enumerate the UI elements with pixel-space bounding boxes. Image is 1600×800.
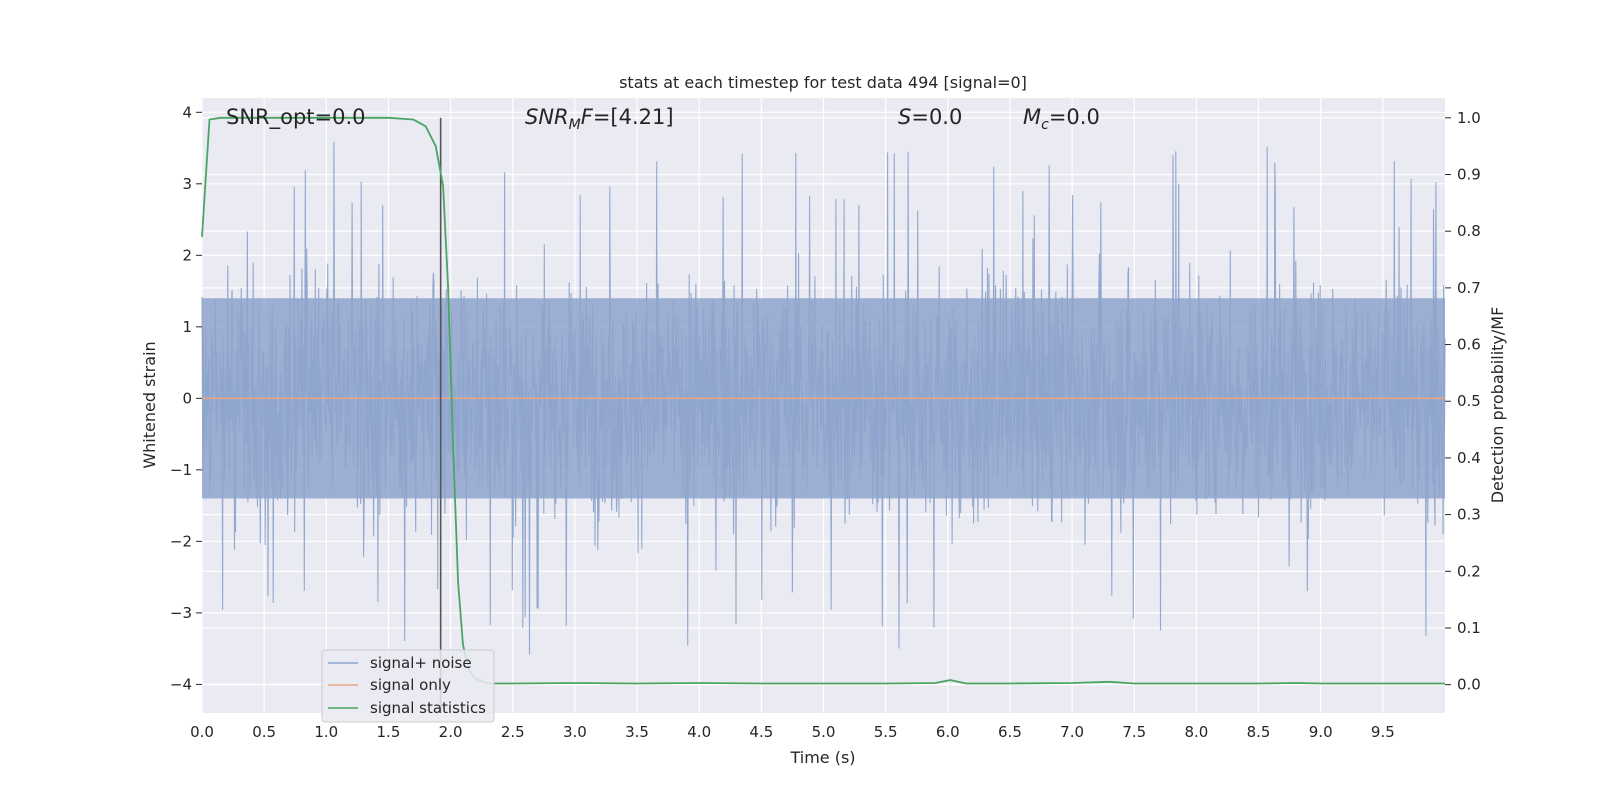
annotation-snr-mf: SNRMF=[4.21] [525,105,674,133]
x-axis-title: Time (s) [789,748,855,767]
annotation-snr-mf-var2: F [581,105,594,129]
y-tick-label: 4 [182,103,192,121]
y2-tick-label: 0.3 [1457,506,1481,524]
x-tick-label: 9.5 [1371,723,1395,741]
x-tick-label: 8.0 [1184,723,1208,741]
x-tick-label: 5.5 [874,723,898,741]
x-tick-label: 6.0 [936,723,960,741]
x-tick-label: 0.5 [252,723,276,741]
y-tick-label: −2 [170,532,192,550]
y2-tick-label: 0.9 [1457,166,1481,184]
x-tick-label: 3.5 [625,723,649,741]
x-tick-label: 7.0 [1060,723,1084,741]
legend-label-signal-only: signal only [370,676,451,694]
x-tick-label: 8.5 [1247,723,1271,741]
y2-tick-label: 0.5 [1457,392,1481,410]
y2-tick-label: 0.8 [1457,222,1481,240]
annotation-s: S=0.0 [898,105,962,129]
y2-tick-label: 0.4 [1457,449,1481,467]
legend-label-signal-noise: signal+ noise [370,654,472,672]
annotation-mc-value: =0.0 [1049,105,1100,129]
y2-tick-label: 1.0 [1457,109,1481,127]
x-tick-label: 1.5 [377,723,401,741]
x-tick-label: 2.0 [439,723,463,741]
y2-tick-label: 0.6 [1457,336,1481,354]
x-tick-label: 7.5 [1122,723,1146,741]
y-tick-label: −4 [170,675,192,693]
y2-tick-label: 0.7 [1457,279,1481,297]
x-tick-label: 3.0 [563,723,587,741]
annotation-snr-opt: SNR_opt=0.0 [226,105,366,130]
y-tick-label: 0 [182,389,192,407]
y-tick-label: 3 [182,175,192,193]
chart-title: stats at each timestep for test data 494… [619,73,1027,92]
y2-tick-label: 0.2 [1457,562,1481,580]
annotation-mc: Mc=0.0 [1023,105,1100,133]
y-tick-label: −1 [170,461,192,479]
axis-ticks: 0.0 0.5 1.0 1.5 2.0 2.5 3.0 3.5 4.0 4.5 5.0 5.5 6.0 6… [170,103,1481,741]
y2-tick-label: 0.1 [1457,619,1481,637]
series-signal-statistics [201,116,1445,685]
y2-axis-title: Detection probability/MF [1488,307,1507,504]
annotation-snr-mf-sub: M [569,117,581,133]
x-tick-label: 4.5 [749,723,773,741]
legend-box [321,649,495,723]
annotation-mc-var: M [1023,105,1041,129]
x-tick-label: 0.0 [190,723,214,741]
x-tick-label: 1.0 [314,723,338,741]
y2-tick-label: 0.0 [1457,676,1481,694]
x-tick-label: 5.0 [812,723,836,741]
y-tick-label: 1 [182,318,192,336]
annotation-snr-mf-var: SNR [525,105,569,129]
annotation-s-var: S [898,105,911,129]
annotation-s-value: =0.0 [911,105,962,129]
legend-label-signal-statistics: signal statistics [370,699,486,717]
y-axis-title: Whitened strain [140,341,159,468]
x-tick-label: 4.0 [687,723,711,741]
annotation-snr-mf-value: =[4.21] [593,105,674,129]
x-tick-label: 2.5 [501,723,525,741]
x-tick-label: 6.5 [998,723,1022,741]
legend: signal+ noise signal only signal statist… [321,649,495,723]
x-tick-label: 9.0 [1309,723,1333,741]
y-tick-label: −3 [170,604,192,622]
annotation-mc-sub: c [1041,117,1049,133]
y-tick-label: 2 [182,246,192,264]
signal-statistics-line [201,116,1445,685]
